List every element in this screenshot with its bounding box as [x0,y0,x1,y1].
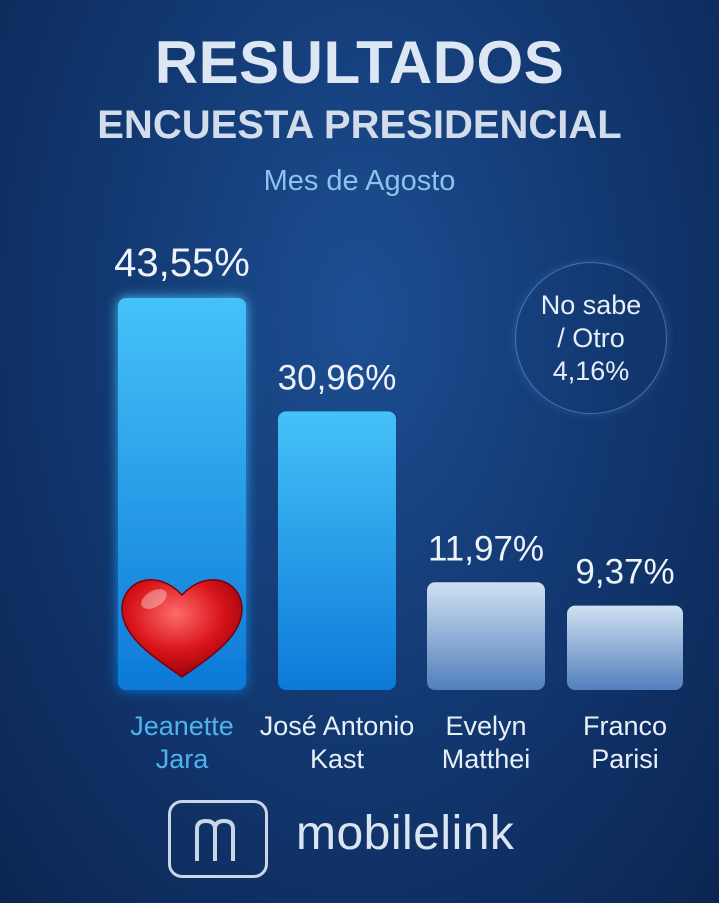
category-label-3-0: Franco [583,711,667,741]
bar-3 [567,605,683,690]
period-label: Mes de Agosto [263,165,456,197]
heart-icon [121,579,243,678]
category-label-0-0: Jeanette [130,711,234,741]
other-label-line2: / Otro [557,322,625,353]
other-label-line1: No sabe [540,289,642,320]
value-label-3: 9,37% [575,553,674,592]
category-label-2-0: Evelyn [445,711,526,741]
other-value: 4,16% [552,355,630,386]
heart-shine [141,589,167,609]
value-label-1: 30,96% [278,358,397,397]
category-label-1-0: José Antonio [260,711,415,741]
bar-1 [278,411,396,690]
logo-mark-icon [168,800,268,878]
category-label-3-1: Parisi [591,744,659,774]
value-label-2: 11,97% [428,529,544,568]
brand-name: mobilelink [296,807,515,860]
category-label-2-1: Matthei [442,744,531,774]
chart-title: RESULTADOS [154,29,565,96]
category-label-0-1: Jara [156,744,210,774]
chart-subtitle: ENCUESTA PRESIDENCIAL [97,103,622,147]
brand-logo: mobilelink [168,800,578,890]
bar-2 [427,582,545,690]
other-answer-badge: No sabe / Otro 4,16% [515,262,667,414]
category-label-1-1: Kast [310,744,365,774]
value-label-0: 43,55% [114,241,250,285]
